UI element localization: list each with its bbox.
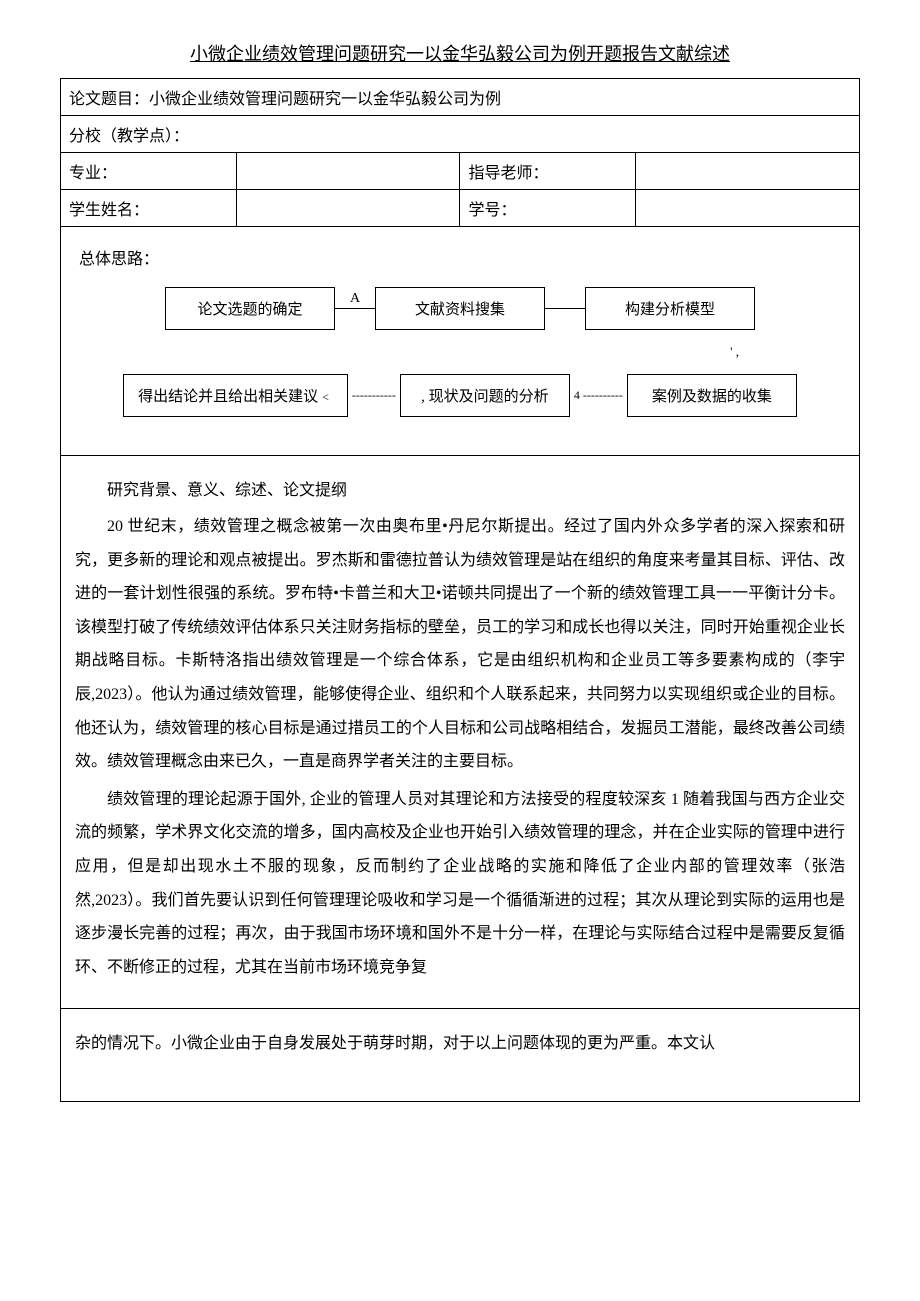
paragraph-1: 20 世纪末，绩效管理之概念被第一次由奥布里•丹尼尔斯提出。经过了国内外众多学者… <box>75 510 845 779</box>
connector-label-a: A <box>350 291 360 307</box>
flow-row-1: 论文选题的确定 A 文献资料搜集 构建分析模型 <box>71 287 849 330</box>
node-analysis: , 现状及问题的分析 <box>400 374 570 417</box>
node-conclusion-text: 得出结论并且给出相关建议 <box>138 389 318 405</box>
student-value <box>236 190 460 227</box>
connector <box>545 308 585 309</box>
node-conclusion: 得出结论并且给出相关建议< <box>123 374 348 417</box>
page-title: 小微企业绩效管理问题研究一以金华弘毅公司为例开题报告文献综述 <box>60 40 860 66</box>
thesis-value: 小微企业绩效管理问题研究一以金华弘毅公司为例 <box>149 91 501 108</box>
flow-heading: 总体思路： <box>71 241 849 273</box>
node-case: 案例及数据的收集 <box>627 374 797 417</box>
advisor-label: 指导老师： <box>460 153 636 190</box>
section-heading: 研究背景、意义、综述、论文提纲 <box>75 476 845 500</box>
content-section: 研究背景、意义、综述、论文提纲 20 世纪末，绩效管理之概念被第一次由奥布里•丹… <box>60 456 860 1009</box>
mid-mark: 4 ---------- <box>570 388 627 403</box>
student-label: 学生姓名： <box>61 190 237 227</box>
connector: A <box>335 308 375 309</box>
thesis-row: 论文题目：小微企业绩效管理问题研究一以金华弘毅公司为例 <box>61 79 860 116</box>
dash-mark: ----------- <box>348 388 400 403</box>
meta-table: 论文题目：小微企业绩效管理问题研究一以金华弘毅公司为例 分校（教学点）： 专业：… <box>60 78 860 227</box>
paragraph-2: 绩效管理的理论起源于国外, 企业的管理人员对其理论和方法接受的程度较深亥 1 随… <box>75 783 845 985</box>
advisor-value <box>636 153 860 190</box>
node-model: 构建分析模型 <box>585 287 755 330</box>
lt-mark: < <box>318 390 333 404</box>
down-mark: ' , <box>71 344 849 360</box>
thesis-label: 论文题目： <box>69 91 149 108</box>
flow-section: 总体思路： 论文选题的确定 A 文献资料搜集 构建分析模型 ' , 得出结论并且… <box>60 227 860 456</box>
id-value <box>636 190 860 227</box>
major-value <box>236 153 460 190</box>
flow-row-2: 得出结论并且给出相关建议< ----------- , 现状及问题的分析 4 -… <box>71 374 849 417</box>
node-literature: 文献资料搜集 <box>375 287 545 330</box>
id-label: 学号： <box>460 190 636 227</box>
node-topic: 论文选题的确定 <box>165 287 335 330</box>
tail-block: 杂的情况下。小微企业由于自身发展处于萌芽时期，对于以上问题体现的更为严重。本文认 <box>60 1009 860 1102</box>
branch-row: 分校（教学点）： <box>61 116 860 153</box>
major-label: 专业： <box>61 153 237 190</box>
